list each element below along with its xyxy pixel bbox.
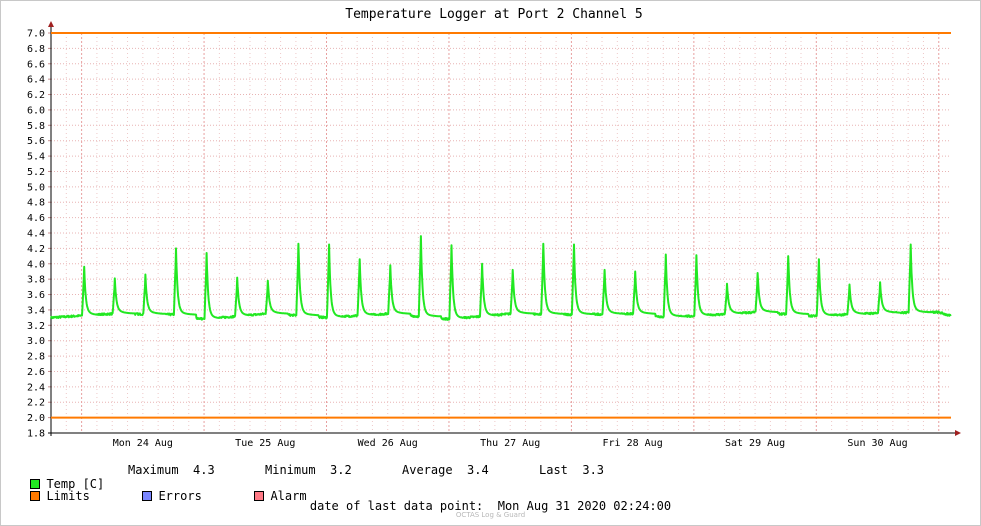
legend-avg-label: Average bbox=[402, 463, 453, 477]
axes bbox=[48, 21, 961, 436]
legend-temp-label: Temp [C] bbox=[46, 477, 105, 491]
y-tick-label: 5.8 bbox=[27, 121, 45, 132]
legend-avg: Average 3.4 bbox=[402, 463, 489, 477]
limit-lines bbox=[51, 32, 951, 419]
legend-row-errors: Errors bbox=[128, 475, 202, 503]
x-tick-label: Wed 26 Aug bbox=[358, 438, 418, 449]
y-tick-label: 3.8 bbox=[27, 275, 45, 286]
chart-title: Temperature Logger at Port 2 Channel 5 bbox=[345, 7, 642, 22]
legend-row-temp: Temp [C] bbox=[16, 463, 104, 491]
legend-last-label: Last bbox=[539, 463, 568, 477]
x-tick-label: Fri 28 Aug bbox=[603, 438, 663, 449]
y-tick-label: 3.4 bbox=[27, 305, 45, 316]
legend-min-value: 3.2 bbox=[330, 463, 352, 477]
legend-row-limits: Limits bbox=[16, 475, 90, 503]
legend-min-label: Minimum bbox=[265, 463, 316, 477]
legend-swatch-alarm bbox=[254, 490, 265, 501]
legend-max-label: Maximum bbox=[128, 463, 179, 477]
x-tick-label: Sat 29 Aug bbox=[725, 438, 785, 449]
y-tick-label: 3.6 bbox=[27, 290, 45, 301]
y-tick-label: 4.2 bbox=[27, 244, 45, 255]
legend-swatch-temp bbox=[30, 478, 41, 489]
series-temp bbox=[50, 235, 952, 321]
y-tick-label: 2.0 bbox=[27, 413, 45, 424]
legend-swatch-limits bbox=[30, 490, 41, 501]
legend-max-value: 4.3 bbox=[193, 463, 215, 477]
y-tick-label: 5.4 bbox=[27, 152, 45, 163]
legend-alarm-label: Alarm bbox=[270, 489, 307, 503]
legend-max: Maximum 4.3 bbox=[128, 463, 215, 477]
legend-errors-label: Errors bbox=[158, 489, 202, 503]
y-tick-label: 4.0 bbox=[27, 259, 45, 270]
x-tick-label: Sun 30 Aug bbox=[847, 438, 907, 449]
y-tick-label: 2.4 bbox=[27, 382, 45, 393]
legend-row-alarm: Alarm bbox=[240, 475, 307, 503]
last-data-point: date of last data point: Mon Aug 31 2020… bbox=[309, 499, 672, 513]
legend-min: Minimum 3.2 bbox=[265, 463, 352, 477]
y-axis-arrow bbox=[48, 21, 54, 27]
x-tick-label: Tue 25 Aug bbox=[235, 438, 295, 449]
legend-avg-value: 3.4 bbox=[467, 463, 489, 477]
y-tick-label: 7.0 bbox=[27, 29, 45, 40]
y-tick-label: 6.8 bbox=[27, 44, 45, 55]
legend-swatch-errors bbox=[142, 490, 153, 501]
legend-last-value: 3.3 bbox=[582, 463, 605, 477]
grid bbox=[51, 32, 951, 434]
temp-series-line bbox=[50, 235, 952, 321]
x-tick-label: Thu 27 Aug bbox=[480, 438, 540, 449]
y-tick-label: 3.2 bbox=[27, 321, 45, 332]
y-tick-label: 4.8 bbox=[27, 198, 45, 209]
y-tick-label: 2.6 bbox=[27, 367, 45, 378]
y-tick-label: 2.8 bbox=[27, 352, 45, 363]
y-tick-label: 5.2 bbox=[27, 167, 45, 178]
x-axis-arrow bbox=[955, 430, 961, 436]
y-axis-ticks: 7.0 6.8 6.6 6.4 6.2 6.0 5.8 5.6 5.4 5.2 5.0 4.8 4.6 4… bbox=[27, 29, 51, 440]
legend-last: Last 3.3 bbox=[539, 463, 604, 477]
y-tick-label: 5.0 bbox=[27, 182, 45, 193]
y-tick-label: 2.2 bbox=[27, 398, 45, 409]
y-tick-label: 4.4 bbox=[27, 229, 45, 240]
x-tick-label: Mon 24 Aug bbox=[113, 438, 173, 449]
y-tick-label: 3.0 bbox=[27, 336, 45, 347]
y-tick-label: 6.0 bbox=[27, 105, 45, 116]
watermark: OCTAS Log & Guard bbox=[455, 511, 526, 519]
y-tick-label: 6.6 bbox=[27, 59, 45, 70]
y-tick-label: 4.6 bbox=[27, 213, 45, 224]
x-axis-ticks: Mon 24 Aug Tue 25 Aug Wed 26 Aug Thu 27 Aug… bbox=[113, 438, 908, 449]
legend-limits-label: Limits bbox=[46, 489, 90, 503]
y-tick-label: 1.8 bbox=[27, 429, 45, 440]
y-tick-label: 6.4 bbox=[27, 75, 45, 86]
y-tick-label: 5.6 bbox=[27, 136, 45, 147]
y-tick-label: 6.2 bbox=[27, 90, 45, 101]
